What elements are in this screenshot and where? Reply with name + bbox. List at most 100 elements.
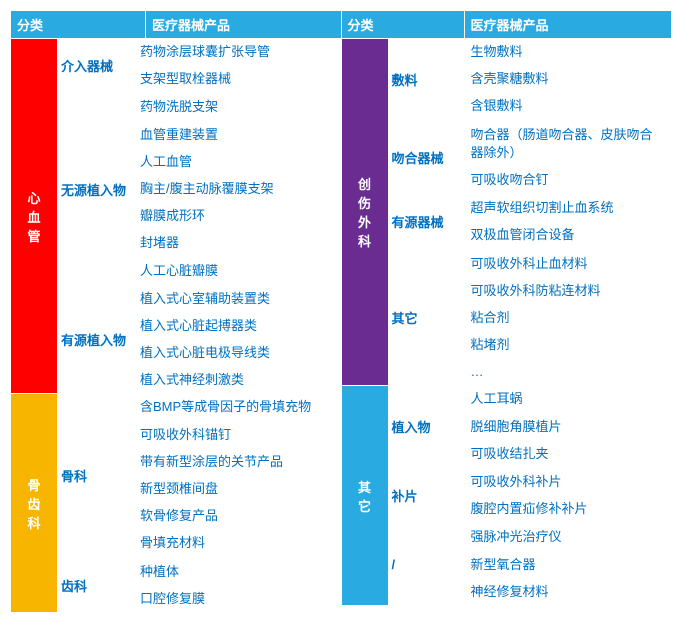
product-item: 可吸收外科锚钉: [133, 421, 341, 448]
groups: 介入器械药物涂层球囊扩张导管支架型取栓器械无源植入物药物洗脱支架血管重建装置人工…: [57, 38, 341, 393]
right-sections: 创伤外科敷料生物敷料含壳聚糖敷料含银敷料吻合器械吻合器（肠道吻合器、皮肤吻合器除…: [342, 38, 672, 605]
product-item: 可吸收吻合钉: [464, 166, 672, 193]
product-item: 带有新型涂层的关节产品: [133, 448, 341, 475]
level2-subcategory: 介入器械: [57, 38, 133, 92]
groups: 敷料生物敷料含壳聚糖敷料含银敷料吻合器械吻合器（肠道吻合器、皮肤吻合器除外）可吸…: [388, 38, 672, 385]
subcategory-group: 植入物人工耳蜗脱细胞角膜植片可吸收结扎夹: [388, 385, 672, 467]
product-item: 可吸收外科止血材料: [464, 250, 672, 277]
product-item: 可吸收结扎夹: [464, 440, 672, 467]
header-row-left: 分类 医疗器械产品: [11, 11, 341, 38]
product-items: 药物涂层球囊扩张导管支架型取栓器械: [133, 38, 341, 92]
product-item: 含银敷料: [464, 92, 672, 119]
right-half: 分类 医疗器械产品 创伤外科敷料生物敷料含壳聚糖敷料含银敷料吻合器械吻合器（肠道…: [342, 11, 672, 612]
product-item: 口腔修复膜: [133, 585, 341, 612]
level2-subcategory: 有源器械: [388, 194, 464, 248]
product-item: …: [464, 358, 672, 385]
level2-subcategory: 敷料: [388, 38, 464, 120]
left-half: 分类 医疗器械产品 心血管介入器械药物涂层球囊扩张导管支架型取栓器械无源植入物药…: [11, 11, 342, 612]
subcategory-group: 敷料生物敷料含壳聚糖敷料含银敷料: [388, 38, 672, 120]
product-item: 含BMP等成骨因子的骨填充物: [133, 393, 341, 420]
classification-table: 分类 医疗器械产品 心血管介入器械药物涂层球囊扩张导管支架型取栓器械无源植入物药…: [10, 10, 672, 613]
product-item: 血管重建装置: [133, 121, 341, 148]
category-section: 其它植入物人工耳蜗脱细胞角膜植片可吸收结扎夹补片可吸收外科补片腹腔内置疝修补补片…: [342, 385, 672, 605]
product-items: 生物敷料含壳聚糖敷料含银敷料: [464, 38, 672, 120]
product-item: 植入式心室辅助装置类: [133, 285, 341, 312]
product-item: 可吸收外科补片: [464, 468, 672, 495]
header-product: 医疗器械产品: [146, 11, 341, 38]
subcategory-group: 补片可吸收外科补片腹腔内置疝修补补片: [388, 467, 672, 522]
product-item: 神经修复材料: [464, 578, 672, 605]
header-row-right: 分类 医疗器械产品: [342, 11, 672, 38]
product-items: 药物洗脱支架血管重建装置人工血管胸主/腹主动脉覆膜支架瓣膜成形环封堵器人工心脏瓣…: [133, 93, 341, 283]
product-items: 可吸收外科止血材料可吸收外科防粘连材料粘合剂粘堵剂…: [464, 250, 672, 386]
product-items: 含BMP等成骨因子的骨填充物可吸收外科锚钉带有新型涂层的关节产品新型颈椎间盘软骨…: [133, 393, 341, 556]
product-item: 人工血管: [133, 148, 341, 175]
product-item: 骨填充材料: [133, 529, 341, 556]
level2-subcategory: 骨科: [57, 393, 133, 556]
product-item: 瓣膜成形环: [133, 202, 341, 229]
product-item: 胸主/腹主动脉覆膜支架: [133, 175, 341, 202]
product-item: 双极血管闭合设备: [464, 221, 672, 248]
product-items: 超声软组织切割止血系统双极血管闭合设备: [464, 194, 672, 248]
level2-subcategory: 其它: [388, 250, 464, 386]
subcategory-group: 骨科含BMP等成骨因子的骨填充物可吸收外科锚钉带有新型涂层的关节产品新型颈椎间盘…: [57, 393, 341, 556]
product-items: 强脉冲光治疗仪新型氧合器神经修复材料: [464, 523, 672, 605]
product-item: 粘合剂: [464, 304, 672, 331]
product-item: 超声软组织切割止血系统: [464, 194, 672, 221]
subcategory-group: 齿科种植体口腔修复膜: [57, 557, 341, 612]
product-item: 药物洗脱支架: [133, 93, 341, 120]
subcategory-group: 其它可吸收外科止血材料可吸收外科防粘连材料粘合剂粘堵剂…: [388, 249, 672, 386]
subcategory-group: 介入器械药物涂层球囊扩张导管支架型取栓器械: [57, 38, 341, 92]
subcategory-group: 无源植入物药物洗脱支架血管重建装置人工血管胸主/腹主动脉覆膜支架瓣膜成形环封堵器…: [57, 92, 341, 283]
level1-category: 创伤外科: [342, 38, 388, 385]
product-item: 生物敷料: [464, 38, 672, 65]
product-item: 药物涂层球囊扩张导管: [133, 38, 341, 65]
category-section: 创伤外科敷料生物敷料含壳聚糖敷料含银敷料吻合器械吻合器（肠道吻合器、皮肤吻合器除…: [342, 38, 672, 385]
product-item: 种植体: [133, 558, 341, 585]
level1-category: 心血管: [11, 38, 57, 393]
product-item: 可吸收外科防粘连材料: [464, 277, 672, 304]
left-sections: 心血管介入器械药物涂层球囊扩张导管支架型取栓器械无源植入物药物洗脱支架血管重建装…: [11, 38, 341, 612]
level2-subcategory: /: [388, 523, 464, 605]
product-items: 植入式心室辅助装置类植入式心脏起搏器类植入式心脏电极导线类植入式神经刺激类: [133, 285, 341, 394]
groups: 骨科含BMP等成骨因子的骨填充物可吸收外科锚钉带有新型涂层的关节产品新型颈椎间盘…: [57, 393, 341, 612]
product-items: 吻合器（肠道吻合器、皮肤吻合器除外）可吸收吻合钉: [464, 121, 672, 194]
subcategory-group: 有源植入物植入式心室辅助装置类植入式心脏起搏器类植入式心脏电极导线类植入式神经刺…: [57, 284, 341, 394]
level2-subcategory: 吻合器械: [388, 121, 464, 194]
level2-subcategory: 植入物: [388, 385, 464, 467]
level2-subcategory: 齿科: [57, 558, 133, 612]
product-item: 新型颈椎间盘: [133, 475, 341, 502]
product-items: 人工耳蜗脱细胞角膜植片可吸收结扎夹: [464, 385, 672, 467]
level1-category: 其它: [342, 385, 388, 605]
product-item: 软骨修复产品: [133, 502, 341, 529]
product-item: 封堵器: [133, 229, 341, 256]
header-product: 医疗器械产品: [465, 11, 672, 38]
product-item: 植入式心脏电极导线类: [133, 339, 341, 366]
product-item: 脱细胞角膜植片: [464, 413, 672, 440]
header-category-sub: [65, 11, 146, 38]
header-category: 分类: [11, 11, 65, 38]
subcategory-group: 吻合器械吻合器（肠道吻合器、皮肤吻合器除外）可吸收吻合钉: [388, 120, 672, 194]
product-item: 植入式神经刺激类: [133, 366, 341, 393]
product-item: 人工心脏瓣膜: [133, 257, 341, 284]
product-items: 可吸收外科补片腹腔内置疝修补补片: [464, 468, 672, 522]
product-item: 吻合器（肠道吻合器、皮肤吻合器除外）: [464, 121, 672, 166]
level2-subcategory: 无源植入物: [57, 93, 133, 283]
subcategory-group: 有源器械超声软组织切割止血系统双极血管闭合设备: [388, 193, 672, 248]
groups: 植入物人工耳蜗脱细胞角膜植片可吸收结扎夹补片可吸收外科补片腹腔内置疝修补补片/强…: [388, 385, 672, 605]
header-category: 分类: [342, 11, 465, 38]
product-item: 强脉冲光治疗仪: [464, 523, 672, 550]
product-items: 种植体口腔修复膜: [133, 558, 341, 612]
level2-subcategory: 补片: [388, 468, 464, 522]
level2-subcategory: 有源植入物: [57, 285, 133, 394]
product-item: 含壳聚糖敷料: [464, 65, 672, 92]
product-item: 植入式心脏起搏器类: [133, 312, 341, 339]
product-item: 新型氧合器: [464, 551, 672, 578]
product-item: 人工耳蜗: [464, 385, 672, 412]
product-item: 支架型取栓器械: [133, 65, 341, 92]
category-section: 骨齿科骨科含BMP等成骨因子的骨填充物可吸收外科锚钉带有新型涂层的关节产品新型颈…: [11, 393, 341, 612]
category-section: 心血管介入器械药物涂层球囊扩张导管支架型取栓器械无源植入物药物洗脱支架血管重建装…: [11, 38, 341, 393]
product-item: 粘堵剂: [464, 331, 672, 358]
subcategory-group: /强脉冲光治疗仪新型氧合器神经修复材料: [388, 522, 672, 605]
level1-category: 骨齿科: [11, 393, 57, 612]
